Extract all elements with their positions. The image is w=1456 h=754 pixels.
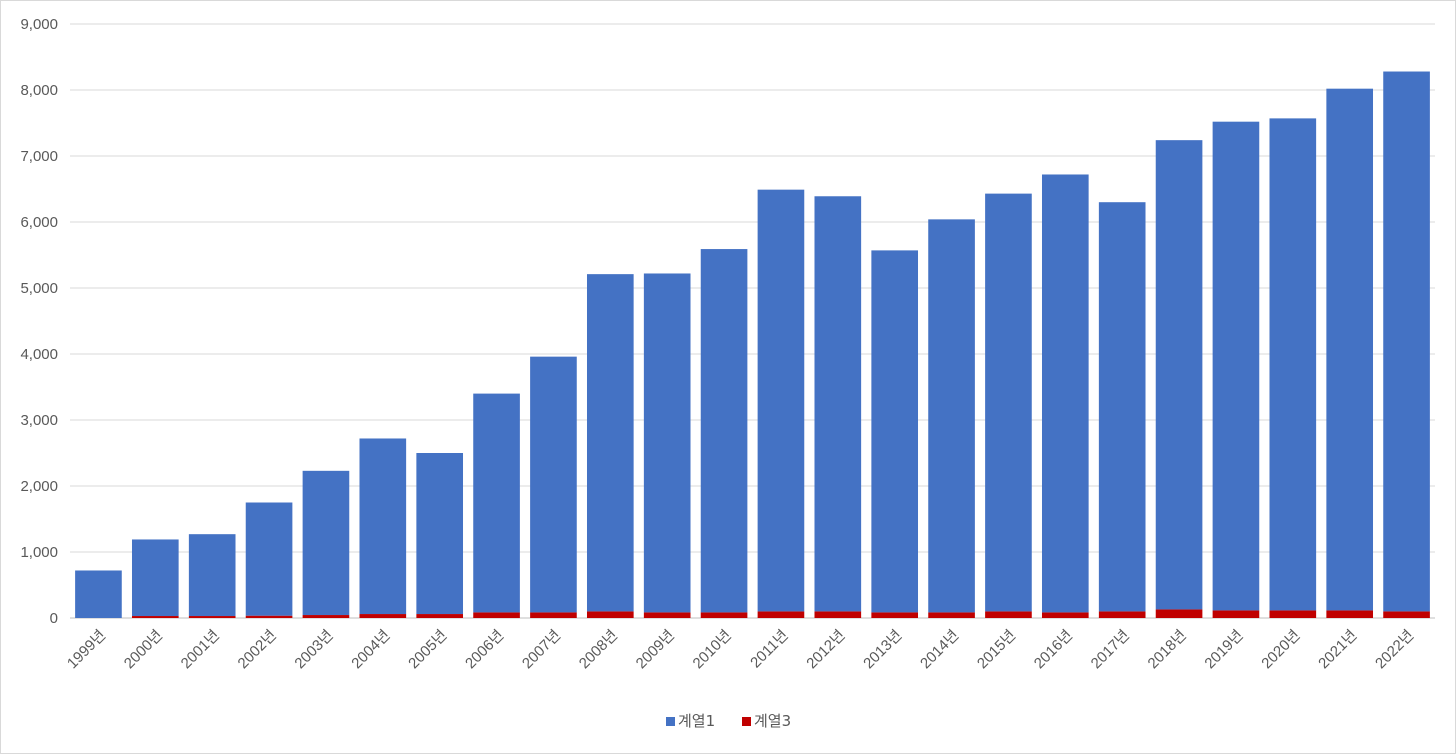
y-tick-label: 5,000: [20, 280, 58, 297]
bar-series3: [814, 611, 862, 618]
bar-series1: [1098, 202, 1146, 612]
bar-series1: [1212, 121, 1260, 611]
legend-swatch: [742, 717, 751, 726]
bar-series3: [473, 612, 520, 618]
legend-swatch: [666, 717, 675, 726]
bar-series3: [1155, 609, 1203, 618]
x-tick-label: 2017년: [1088, 627, 1133, 672]
gridlines: [70, 23, 1435, 619]
x-tick-label: 2001년: [178, 627, 223, 672]
bar-series3: [985, 611, 1032, 618]
bar-series3: [1383, 611, 1430, 618]
bar-series1: [1041, 174, 1089, 613]
bar-series1: [700, 249, 748, 613]
x-tick-label: 2018년: [1145, 627, 1190, 672]
bar-series3: [757, 611, 805, 618]
bar-series1: [245, 502, 293, 616]
x-tick-label: 2012년: [803, 627, 848, 672]
bars: [75, 71, 1430, 618]
y-tick-label: 7,000: [20, 148, 58, 165]
x-tick-label: 2016년: [1031, 627, 1076, 672]
bar-series1: [1383, 71, 1430, 612]
x-tick-label: 2010년: [690, 627, 735, 672]
bar-series3: [700, 612, 748, 618]
x-tick-label: 2020년: [1258, 627, 1303, 672]
bar-series1: [1269, 118, 1317, 611]
bar-series3: [416, 614, 464, 618]
y-axis-ticks: 0 1,000 2,000 3,000 4,000 5,000 6,000 7,000 8,00…: [20, 16, 58, 627]
bar-series1: [1326, 88, 1374, 611]
bar-series3: [131, 616, 179, 618]
bar-series1: [643, 273, 691, 613]
legend: 계열1 계열3: [666, 712, 791, 730]
x-tick-label: 2011년: [747, 627, 792, 672]
y-tick-label: 1,000: [20, 544, 58, 561]
bar-series1: [359, 438, 407, 615]
y-tick-label: 0: [50, 610, 58, 627]
x-tick-label: 2006년: [462, 627, 507, 672]
bar-series1: [131, 539, 179, 617]
bar-series3: [871, 612, 919, 618]
legend-label: 계열3: [754, 712, 791, 730]
bar-series1: [985, 193, 1032, 612]
bar-series1: [928, 219, 975, 613]
bar-series1: [75, 570, 122, 618]
bar-series1: [871, 250, 919, 613]
bar-series1: [473, 393, 520, 613]
bar-series3: [245, 615, 293, 618]
x-axis-ticks: 1999년 2000년 2001년 2002년 2003년 2004년 2005년 2006년…: [64, 627, 1418, 672]
bar-series3: [586, 611, 634, 618]
x-tick-label: 1999년: [64, 627, 109, 672]
y-tick-label: 8,000: [20, 82, 58, 99]
bar-series1: [1155, 140, 1203, 610]
legend-label: 계열1: [678, 712, 715, 730]
bar-series1: [586, 274, 634, 612]
x-tick-label: 2013년: [860, 627, 905, 672]
bar-series1: [416, 453, 464, 615]
x-tick-label: 2019년: [1201, 627, 1246, 672]
x-tick-label: 2004년: [348, 627, 393, 672]
bar-series1: [530, 356, 577, 613]
bar-series3: [643, 612, 691, 618]
x-tick-label: 2014년: [917, 627, 962, 672]
bar-series3: [1098, 611, 1146, 618]
bar-series1: [302, 470, 350, 616]
y-tick-label: 2,000: [20, 478, 58, 495]
y-tick-label: 4,000: [20, 346, 58, 363]
x-tick-label: 2022년: [1372, 627, 1417, 672]
bar-series3: [1212, 610, 1260, 618]
x-tick-label: 2015년: [974, 627, 1019, 672]
bar-series3: [302, 615, 350, 618]
bar-series3: [530, 612, 577, 618]
bar-series3: [928, 612, 975, 618]
x-tick-label: 2008년: [576, 627, 621, 672]
bar-series3: [1326, 610, 1374, 618]
x-tick-label: 2002년: [235, 627, 280, 672]
x-tick-label: 2000년: [121, 627, 166, 672]
bar-series3: [359, 614, 407, 618]
y-tick-label: 9,000: [20, 16, 58, 33]
bar-series3: [1041, 612, 1089, 618]
x-tick-label: 2007년: [519, 627, 564, 672]
bar-series1: [757, 189, 805, 612]
bar-series3: [1269, 610, 1317, 618]
y-tick-label: 6,000: [20, 214, 58, 231]
x-tick-label: 2005년: [405, 627, 450, 672]
bar-series1: [814, 196, 862, 612]
x-tick-label: 2009년: [633, 627, 678, 672]
x-tick-label: 2003년: [291, 627, 336, 672]
x-tick-label: 2021년: [1315, 627, 1360, 672]
bar-series3: [188, 616, 236, 618]
bar-series1: [188, 534, 236, 617]
y-tick-label: 3,000: [20, 412, 58, 429]
